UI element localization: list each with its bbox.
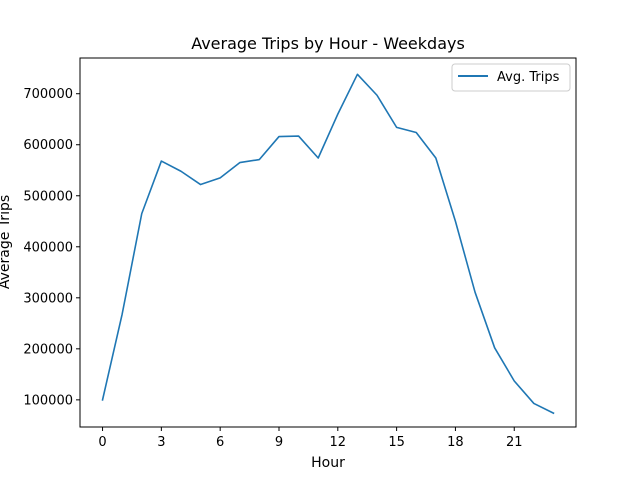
series-line-avg-trips bbox=[101, 73, 555, 415]
plot-area-frame bbox=[79, 57, 577, 428]
x-tick-label: 3 bbox=[157, 435, 165, 450]
y-tick-label: 100000 bbox=[23, 393, 73, 408]
chart-title: Average Trips by Hour - Weekdays bbox=[191, 34, 465, 53]
x-tick-label: 0 bbox=[98, 435, 106, 450]
y-axis-label: Average Trips bbox=[0, 195, 13, 289]
y-tick-label: 500000 bbox=[23, 189, 73, 204]
legend: Avg. Trips bbox=[451, 63, 571, 92]
legend-label-avg-trips: Avg. Trips bbox=[497, 70, 560, 85]
series-layer bbox=[101, 73, 555, 415]
y-tick-label: 400000 bbox=[23, 240, 73, 255]
x-tick-label: 9 bbox=[275, 435, 283, 450]
legend-box bbox=[451, 63, 571, 92]
x-tick-label: 18 bbox=[447, 435, 464, 450]
x-tick-label: 15 bbox=[388, 435, 405, 450]
x-axis-label: Hour bbox=[311, 455, 345, 471]
x-tick-label: 21 bbox=[506, 435, 523, 450]
y-tick-label: 300000 bbox=[23, 291, 73, 306]
y-tick-label: 700000 bbox=[23, 87, 73, 102]
x-tick-label: 12 bbox=[330, 435, 347, 450]
y-tick-label: 200000 bbox=[23, 342, 73, 357]
y-axis-ticks: 100000 200000 300000 400000 500000 600000 7000… bbox=[23, 87, 80, 408]
y-tick-label: 600000 bbox=[23, 138, 73, 153]
x-tick-label: 6 bbox=[216, 435, 224, 450]
x-axis-ticks: 0 3 6 9 12 15 18 21 bbox=[98, 427, 523, 450]
